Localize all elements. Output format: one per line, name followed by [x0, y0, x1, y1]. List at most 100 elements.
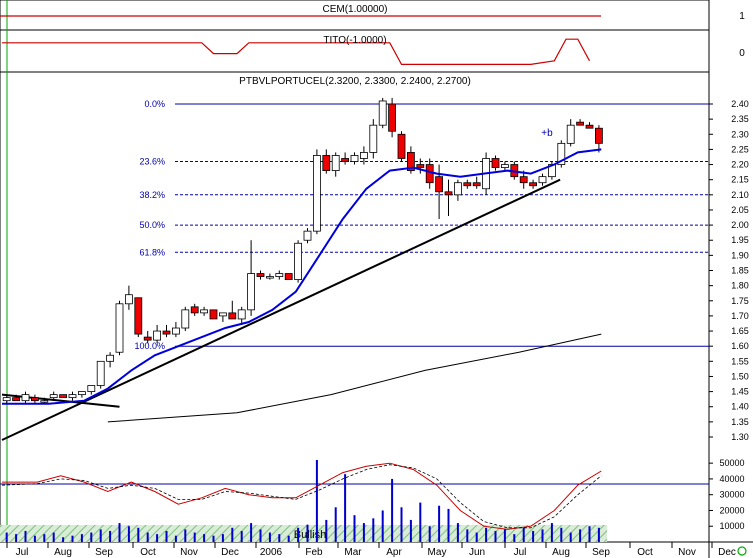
- volume-bar: [569, 532, 572, 542]
- moving-average-line: [2, 148, 602, 405]
- volume-bar: [203, 534, 206, 542]
- volume-bar: [409, 519, 412, 542]
- volume-bar: [344, 474, 347, 542]
- price-tick-label: 1.75: [731, 296, 749, 306]
- candle-body: [78, 391, 86, 396]
- volume-bar: [550, 523, 553, 542]
- candle-body: [143, 336, 152, 341]
- volume-bar: [475, 532, 478, 542]
- candle-body: [453, 182, 462, 196]
- price-tick-label: 2.15: [731, 175, 749, 185]
- candle-body: [322, 155, 331, 172]
- volume-bar: [109, 530, 112, 542]
- volume-bar: [494, 530, 497, 542]
- volume-bar: [80, 534, 83, 542]
- volume-bar: [231, 527, 234, 542]
- volume-axis-ticks: 50000 40000 30000 20000 10000: [709, 458, 745, 531]
- volume-bar: [541, 529, 544, 542]
- fibonacci-label: 0.0%: [144, 99, 165, 109]
- candle-body: [491, 158, 500, 168]
- candle-body: [585, 124, 594, 129]
- price-axis-ticks: 2.40 2.35 2.30 2.25 2.20 2.15 2.10 2.05 2.00 1.95…: [709, 99, 749, 442]
- candle-body: [106, 354, 114, 362]
- candlesticks: [2, 97, 603, 404]
- volume-bar: [137, 527, 140, 542]
- candle-body: [96, 360, 105, 386]
- x-axis-label: Aug: [552, 547, 570, 558]
- price-tick-label: 2.25: [731, 144, 749, 154]
- candle-body: [200, 309, 209, 314]
- cem-title: CEM(1.00000): [322, 4, 387, 15]
- candle-body: [68, 394, 77, 399]
- x-axis-label: Jul: [16, 547, 29, 558]
- candle-body: [500, 164, 509, 168]
- volume-bar: [165, 530, 168, 542]
- candle-body: [171, 327, 180, 335]
- candle-body: [303, 230, 312, 241]
- long-moving-average-line: [107, 333, 602, 423]
- volume-bar: [71, 535, 74, 542]
- bullish-band: [0, 525, 607, 542]
- candle-body: [529, 182, 537, 187]
- price-tick-label: 1.55: [731, 356, 749, 366]
- candle-body: [331, 155, 340, 172]
- candle-body: [284, 273, 293, 280]
- candle-body: [595, 127, 603, 144]
- volume-bar: [174, 535, 177, 542]
- volume-bar: [597, 527, 600, 542]
- x-axis-label: Nov: [180, 547, 198, 558]
- cem-panel: CEM(1.00000) 1: [0, 4, 745, 22]
- tito-line: [2, 38, 591, 66]
- candle-body: [12, 397, 21, 402]
- volume-bar: [588, 526, 591, 542]
- candle-body: [406, 152, 415, 172]
- oscillator-signal-line: [1, 464, 602, 529]
- volume-tick-label: 30000: [719, 490, 744, 500]
- volume-bar: [250, 523, 253, 542]
- volume-bar: [278, 534, 281, 542]
- volume-bar: [522, 527, 525, 542]
- volume-tick-label: 40000: [719, 474, 744, 484]
- fibonacci-label: 100.0%: [134, 341, 165, 351]
- candle-body: [2, 397, 11, 402]
- fibonacci-label: 61.8%: [139, 247, 165, 257]
- volume-bar: [99, 529, 102, 542]
- price-tick-label: 2.20: [731, 160, 749, 170]
- volume-bar: [400, 507, 403, 542]
- volume-bar: [325, 519, 328, 542]
- price-tick-label: 1.40: [731, 402, 749, 412]
- volume-bar: [184, 529, 187, 542]
- x-axis-label: Sep: [592, 547, 610, 558]
- volume-bar: [24, 530, 27, 542]
- refresh-icon[interactable]: [737, 546, 747, 556]
- candle-body: [275, 273, 284, 277]
- price-tick-label: 2.35: [731, 114, 749, 124]
- candle-body: [181, 309, 190, 329]
- volume-bar: [156, 534, 159, 542]
- bullish-label: Bullish: [294, 529, 326, 541]
- volume-bar: [221, 534, 224, 542]
- candle-body: [359, 152, 368, 159]
- x-axis-label: 2006: [260, 547, 283, 558]
- volume-bar: [372, 518, 375, 542]
- price-tick-label: 2.05: [731, 205, 749, 215]
- price-tick-label: 1.70: [731, 311, 749, 321]
- tito-tick: 0: [739, 48, 745, 59]
- volume-bar: [315, 460, 318, 542]
- x-axis-label: Mar: [344, 547, 362, 558]
- tito-panel: TITO(-1.0000) 0: [2, 35, 745, 66]
- volume-panel: 50000 40000 30000 20000 10000 Bullish: [0, 458, 745, 542]
- candle-body: [115, 303, 124, 353]
- candle-body: [341, 158, 350, 162]
- candle-body: [425, 164, 434, 184]
- price-tick-label: 1.95: [731, 235, 749, 245]
- volume-bar: [362, 523, 365, 542]
- price-tick-label: 2.00: [731, 220, 749, 230]
- volume-bar: [43, 534, 46, 542]
- trend-lines: [1, 178, 561, 441]
- volume-bar: [15, 534, 18, 542]
- trend-line: [1, 393, 120, 408]
- candle-body: [49, 394, 58, 399]
- candle-body: [247, 273, 256, 311]
- candle-body: [444, 191, 453, 196]
